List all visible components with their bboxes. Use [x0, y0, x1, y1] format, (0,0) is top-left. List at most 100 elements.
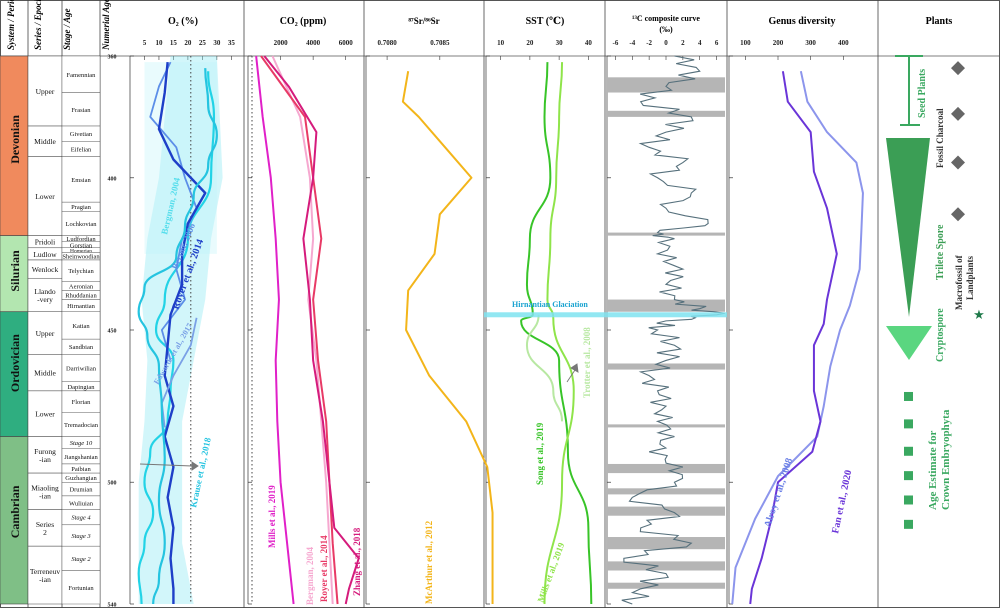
age-tick-label: 500 — [108, 481, 117, 487]
c13-title: ¹³C composite curve — [632, 14, 700, 23]
series-box — [27, 311, 63, 355]
age-tick-label: 450 — [108, 329, 117, 335]
series-label: 2 — [43, 528, 47, 537]
stage-label: Paibian — [71, 466, 91, 473]
glaciation-label: Hirnantian Glaciation — [512, 300, 588, 309]
stage-box — [61, 92, 101, 127]
stage-label: Aeronian — [69, 283, 94, 290]
stage-label: Florian — [72, 399, 92, 406]
chronostratigraphy: Devonian Silurian Ordovician Cambrian Upper M… — [0, 55, 101, 605]
label-bergman-co2: Bergman, 2004 — [305, 547, 315, 605]
age-header: Numerial Age (Ma) — [101, 0, 111, 51]
cryptospore-triangle — [886, 326, 932, 360]
macrofossil-label: Macrofossil of — [954, 254, 964, 310]
fossil-charcoal-diamond-icon — [951, 207, 965, 222]
stage-label: Givetian — [70, 131, 93, 138]
stage-label: Stage 3 — [71, 533, 91, 540]
system-box — [0, 55, 29, 236]
stage-label: Emsian — [71, 177, 91, 184]
system-label: Silurian — [8, 250, 22, 292]
stage-label: Lochkovian — [65, 221, 97, 228]
genus-tick-label: 300 — [805, 39, 816, 47]
sst-title: SST (℃) — [526, 16, 565, 27]
sst-tick-label: 10 — [497, 39, 505, 47]
series-label: Miaoling — [31, 483, 59, 492]
stage-label: Pragian — [71, 204, 92, 211]
series-label: Middle — [34, 137, 56, 146]
o2-series-line — [157, 61, 207, 604]
system-box — [0, 235, 29, 313]
stage-box — [61, 55, 101, 93]
crown-estimate-square-icon — [904, 391, 913, 401]
stage-label: Fortunian — [68, 585, 94, 592]
crown-estimate-square-icon — [904, 495, 913, 505]
co2-tick-label: 4000 — [306, 39, 321, 47]
co2-tick-label: 2000 — [274, 39, 289, 47]
stage-label: Darriwilian — [66, 366, 97, 373]
c13-excursion-band — [607, 110, 725, 117]
stage-box — [61, 354, 101, 382]
co2-series-line — [271, 55, 334, 605]
cryptospore-label: Cryptospore — [935, 308, 946, 362]
o2-series-line — [137, 71, 216, 605]
c13-excursion-band — [607, 582, 725, 589]
seed-plants-label: Seed Plants — [917, 69, 928, 118]
label-zhang: Zhang et al., 2018 — [352, 527, 362, 596]
co2-tick-label: 6000 — [339, 39, 354, 47]
series-label: Middle — [34, 369, 56, 378]
stage-label: Gorstian — [70, 242, 93, 249]
o2-tick-label: 15 — [170, 39, 178, 47]
o2-title: O₂ (%) — [168, 16, 198, 27]
system-label: Cambrian — [8, 485, 22, 538]
series-label: Upper — [36, 87, 55, 96]
series-label: Llando — [34, 287, 55, 296]
series-box — [27, 436, 63, 474]
sst-tick-label: 30 — [556, 39, 564, 47]
label-royer-co2: Royer et al., 2014 — [319, 535, 329, 602]
co2-series-line — [260, 55, 339, 605]
c13-excursion-band — [607, 77, 725, 93]
genus-tick-label: 200 — [773, 39, 784, 47]
series-box — [27, 55, 63, 127]
system-label: Ordovician — [8, 334, 22, 392]
c13-unit: (‰) — [659, 25, 673, 34]
trilete-spore-label: Trilete Spore — [935, 224, 946, 280]
stage-label: Telychian — [68, 268, 94, 275]
stage-box — [61, 211, 101, 236]
series-label: Ludlow — [33, 250, 57, 259]
c13-excursion-band — [607, 463, 725, 474]
sr-series-line — [401, 71, 494, 604]
stage-label: Rhuddanian — [65, 292, 97, 299]
label-alroy: Alroy et al., 2008 — [762, 457, 795, 529]
stage-label: Famennian — [67, 72, 97, 79]
c13-excursion-band — [607, 424, 725, 428]
series-label: Upper — [36, 329, 55, 338]
system-box — [0, 436, 29, 605]
o2-tick-label: 10 — [155, 39, 163, 47]
c13-tick-label: 6 — [715, 39, 719, 47]
co2-title: CO₂ (ppm) — [280, 16, 327, 27]
co2-series-line — [255, 55, 295, 605]
series-box — [27, 156, 63, 236]
genus-diversity-line — [749, 71, 838, 605]
series-box — [27, 472, 63, 510]
stage-label: Sandbian — [69, 344, 94, 351]
o2-tick-label: 25 — [199, 39, 207, 47]
stage-label: Tremadocian — [64, 422, 99, 429]
system-label: Devonian — [8, 115, 22, 164]
stage-label: Hirnantian — [67, 303, 96, 310]
series-header: Series / Epoch — [33, 0, 43, 50]
series-label: Lower — [35, 410, 55, 419]
age-tick-label: 400 — [108, 176, 117, 182]
stage-label: Frasian — [71, 107, 91, 114]
plants-column: Seed Plants Fossil Charcoal Trilete Spor… — [886, 55, 985, 529]
series-label: Series — [36, 520, 54, 529]
genus-tick-label: 400 — [838, 39, 849, 47]
sr-title: ⁸⁷Sr/⁸⁶Sr — [408, 16, 439, 26]
c13-tick-label: 0 — [664, 39, 668, 47]
c13-tick-label: 2 — [681, 39, 685, 47]
hirnantian-glaciation: Hirnantian Glaciation — [484, 300, 727, 318]
c13-excursion-band — [607, 537, 725, 550]
fossil-charcoal-diamond-icon — [951, 155, 965, 170]
stage-label: Jiangshanian — [64, 454, 98, 461]
